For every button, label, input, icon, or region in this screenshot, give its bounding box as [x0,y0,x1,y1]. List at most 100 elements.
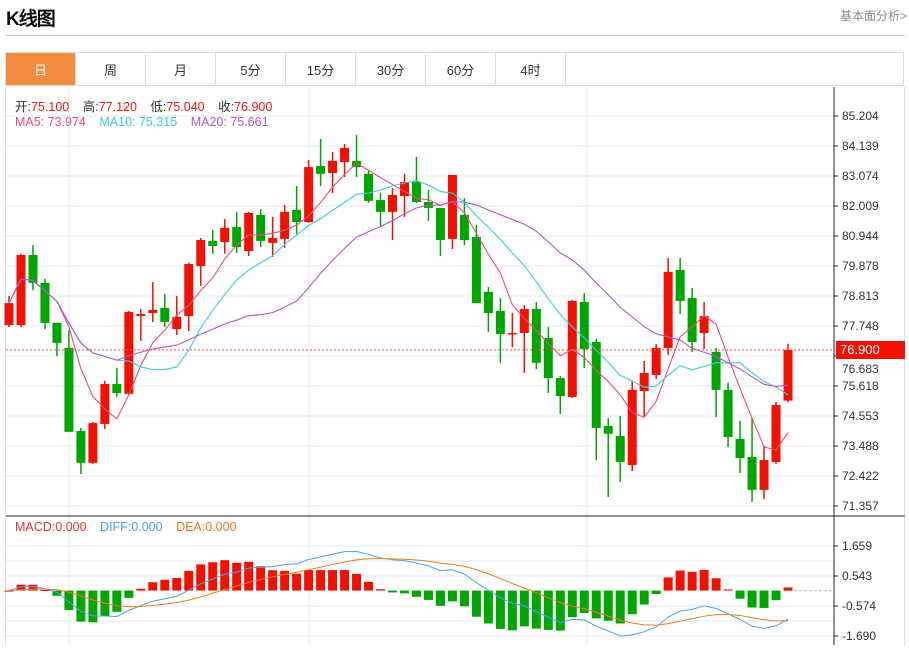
macd-bar [172,578,182,591]
price-tick-label: 73.488 [842,439,879,453]
price-tick-label: 83.074 [842,169,879,183]
macd-bar [112,590,122,612]
candle-up [172,316,182,330]
macd-bar [160,579,170,591]
candle-down [711,351,721,390]
candle-down [376,200,386,212]
diff-value: DIFF:0.000 [100,520,163,534]
high-label: 高: [82,100,99,114]
macd-bar [376,589,386,591]
macd-bar [543,590,553,630]
price-tick-label: 77.748 [842,319,879,333]
candle-up [663,271,673,348]
macd-bar [136,588,146,591]
tab-day[interactable]: 日 [6,53,76,85]
macd-legend: MACD:0.000 DIFF:0.000 DEA:0.000 [15,520,237,534]
macd-bar [388,590,398,593]
macd-bar [519,590,529,627]
macd-bar [555,590,565,631]
macd-bar [4,590,14,592]
tab-15min[interactable]: 15分 [286,53,356,85]
price-tick-label: 79.878 [842,259,879,273]
candle-down [471,236,481,304]
tab-4hour[interactable]: 4时 [496,53,566,85]
candle-down [76,430,86,463]
macd-bar [40,589,50,591]
candle-down [723,389,733,437]
dea-value: DEA:0.000 [176,520,237,534]
candle-up [519,309,529,333]
macd-bar [759,590,769,608]
divider [5,35,905,36]
candle-up [783,349,793,401]
candle-down [232,227,242,248]
candle-up [124,311,134,394]
candle-up [651,347,661,375]
candle-down [28,254,38,283]
macd-bar [507,590,517,631]
tab-5min[interactable]: 5分 [216,53,286,85]
candle-up [148,309,158,313]
macd-bar [783,587,793,591]
candle-up [196,240,206,266]
macd-value: MACD:0.000 [15,520,87,534]
macd-bar [76,590,86,622]
candle-down [52,322,62,343]
macd-bar [471,590,481,617]
candle-up [627,389,637,466]
price-tick-label: 74.553 [842,409,879,423]
price-tick-label: 82.009 [842,199,879,213]
candle-down [316,165,326,174]
tab-60min[interactable]: 60分 [426,53,496,85]
macd-bar [495,590,505,629]
price-tick-label: 75.618 [842,379,879,393]
macd-bar [88,590,98,623]
macd-bar [687,571,697,591]
tab-week[interactable]: 周 [76,53,146,85]
ma5-line [8,162,789,451]
macd-bar [316,570,326,591]
fundamental-analysis-link[interactable]: 基本面分析> [839,9,907,23]
macd-bar [771,590,781,601]
macd-bar [579,590,589,613]
macd-bar [459,590,469,607]
macd-bar [340,569,350,591]
macd-bar [423,590,433,600]
low-label: 低: [150,100,167,114]
page-title: K线图 [6,9,56,30]
candle-down [591,341,601,428]
current-price-tag: 76.900 [836,341,905,359]
macd-bar [148,582,158,591]
macd-bar [28,584,38,591]
tab-30min[interactable]: 30分 [356,53,426,85]
close-label: 收: [218,100,235,114]
candle-up [136,314,146,317]
low-value: 75.040 [166,100,205,114]
macd-bar [615,590,625,624]
candle-down [735,438,745,459]
macd-bar [435,590,445,606]
macd-bar [711,578,721,591]
ma10-line [8,180,789,396]
candle-down [64,347,74,432]
candle-down [459,214,469,241]
macd-bar [651,590,661,595]
candle-up [16,254,26,326]
macd-bar [268,570,278,591]
macd-bar [280,570,290,591]
candle-up [328,160,338,174]
macd-tick-label: 0.543 [842,569,872,583]
macd-bar [639,590,649,605]
high-value: 77.120 [98,100,137,114]
ma5-value: MA5: 73.974 [15,115,86,129]
price-tick-label: 80.944 [842,229,879,243]
candle-down [687,298,697,342]
tab-month[interactable]: 月 [146,53,216,85]
macd-bar [292,573,302,591]
candle-down [40,282,50,323]
candle-down [579,302,589,350]
macd-bar [531,590,541,629]
macd-bar [699,569,709,591]
candle-up [244,213,254,252]
